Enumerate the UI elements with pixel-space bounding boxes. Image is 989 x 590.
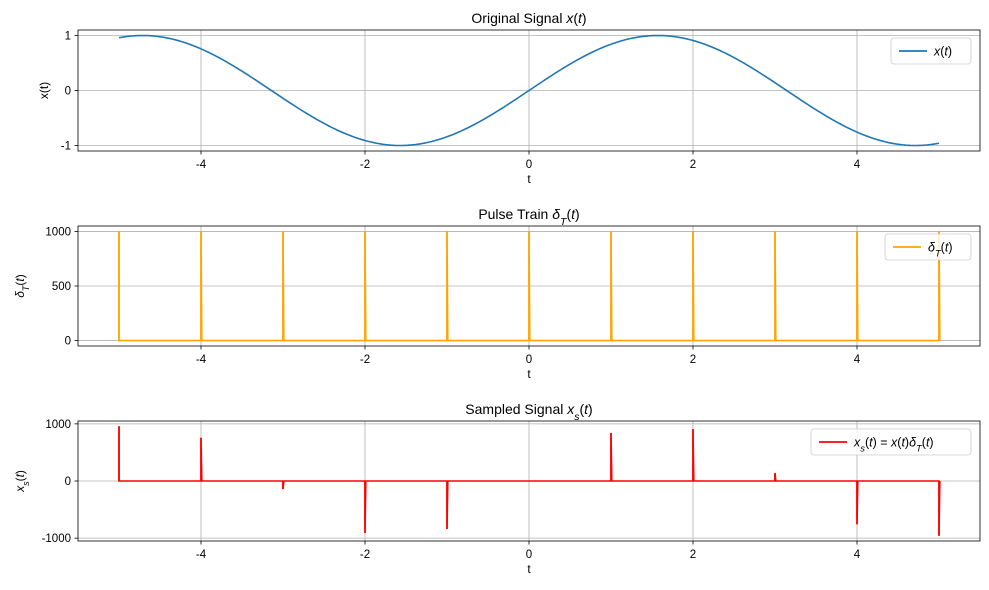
y-tick-label: -1 [61, 141, 71, 153]
subplot-2: -4 -2 0 2 4 0 500 1000 Pulse Train δT(t) t δT(t) δT… [13, 206, 981, 381]
x-tick-label: -4 [196, 159, 207, 171]
x-tick-label: 4 [854, 549, 861, 561]
y-axis-label: x(t) [37, 82, 51, 99]
y-tick-label: 500 [52, 281, 71, 293]
y-axis-label: δT(t) [13, 274, 31, 298]
legend: δT(t) [884, 233, 972, 261]
x-tick-label: 2 [690, 549, 696, 561]
x-tick-label: -2 [360, 354, 370, 366]
x-tick-label: -4 [196, 354, 207, 366]
subplot-3: -4 -2 0 2 4 -1000 0 1000 Sampled Signal xs(t) t xs… [13, 401, 981, 576]
legend: x(t) [890, 37, 972, 65]
y-tick-label: 1 [65, 31, 71, 43]
x-tick-label: -2 [360, 549, 370, 561]
legend: xs(t) = x(t)δT(t) [810, 428, 972, 456]
y-tick-label: -1000 [42, 533, 71, 545]
x-tick-label: 0 [526, 549, 532, 561]
x-tick-label: 0 [526, 354, 532, 366]
y-tick-label: 0 [65, 336, 71, 348]
legend-box [884, 233, 972, 261]
x-axis-label: t [527, 172, 531, 186]
x-tick-label: -4 [196, 549, 207, 561]
subplot-1: -4 -2 0 2 4 -1 0 1 Original Signal x(t) t x(t) x(t) [37, 10, 981, 186]
y-tick-label: 0 [65, 476, 71, 488]
chart-title: Original Signal x(t) [471, 10, 586, 26]
legend-label: x(t) [933, 45, 952, 59]
x-tick-label: 4 [854, 354, 861, 366]
x-tick-label: 2 [690, 159, 696, 171]
y-tick-label: 0 [65, 86, 71, 98]
x-axis-label: t [527, 367, 531, 381]
y-axis-label: xs(t) [13, 470, 31, 493]
legend-label: δT(t) [928, 241, 953, 259]
x-tick-label: 4 [854, 159, 861, 171]
x-axis-label: t [527, 562, 531, 576]
chart-title: Sampled Signal xs(t) [465, 401, 592, 423]
y-tick-label: 1000 [45, 226, 71, 238]
legend-label: xs(t) = x(t)δT(t) [853, 436, 934, 454]
x-tick-label: 0 [526, 159, 532, 171]
legend-box [890, 37, 972, 65]
legend-box [810, 428, 972, 456]
y-tick-label: 1000 [45, 419, 71, 431]
chart-title: Pulse Train δT(t) [478, 206, 579, 228]
x-tick-label: 2 [690, 354, 696, 366]
x-tick-label: -2 [360, 159, 370, 171]
series-line [118, 34, 940, 147]
